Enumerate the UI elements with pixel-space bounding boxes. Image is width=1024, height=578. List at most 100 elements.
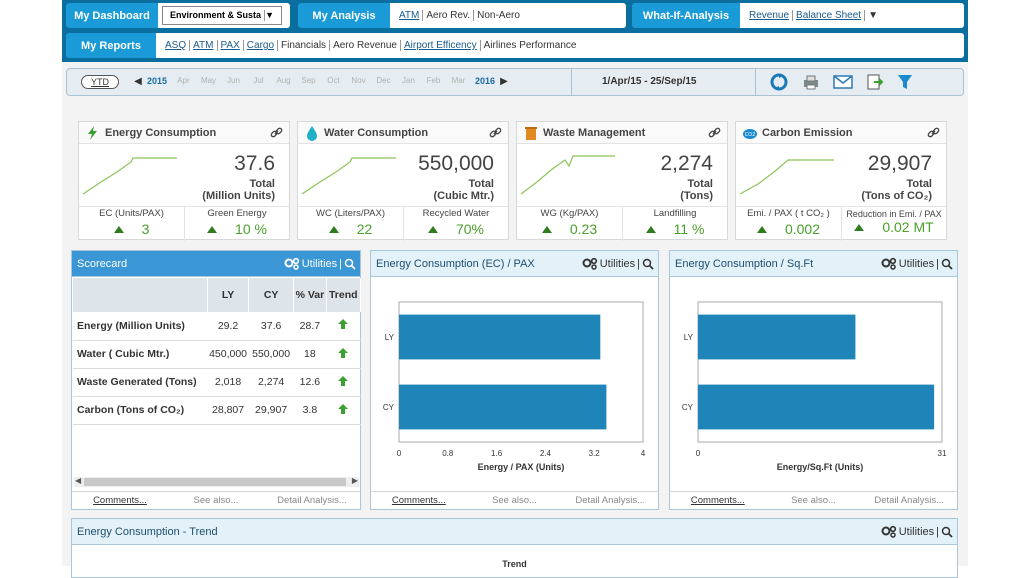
dashboard-select[interactable]: Environment & Susta ▼ <box>162 6 282 25</box>
analysis-link-aero-rev[interactable]: Aero Rev. <box>423 10 475 21</box>
report-link-asq[interactable]: ASQ <box>162 40 191 51</box>
detail-analysis-link[interactable]: Detail Analysis... <box>874 495 945 506</box>
month-mar[interactable]: Mar <box>451 76 466 85</box>
row-cy: 29,907 <box>248 396 294 425</box>
see-also-link[interactable]: See also... <box>791 495 836 506</box>
link-icon[interactable] <box>708 126 721 139</box>
sparkline <box>301 157 396 195</box>
kpi-sub-label: Total <box>906 178 932 190</box>
row-trend <box>326 340 361 369</box>
kpi-metric-2: Recycled Water 70% <box>403 207 508 241</box>
column-header-var: % Var <box>293 278 327 312</box>
see-also-link[interactable]: See also... <box>492 495 537 506</box>
month-oct[interactable]: Oct <box>327 76 340 85</box>
month-jun[interactable]: Jun <box>227 76 240 85</box>
end-year[interactable]: 2016 <box>474 76 496 86</box>
comments-link[interactable]: Comments... <box>391 495 446 506</box>
row-ly: 2,018 <box>207 368 249 397</box>
report-link-cargo[interactable]: Cargo <box>244 40 279 51</box>
up-triangle-icon <box>854 224 865 231</box>
scrollbar-thumb[interactable] <box>84 478 346 486</box>
month-sep[interactable]: Sep <box>301 76 316 85</box>
print-icon[interactable] <box>801 73 821 91</box>
scroll-right-arrow[interactable]: ▶ <box>351 476 358 485</box>
kpi-title: Waste Management <box>543 127 646 139</box>
link-icon[interactable] <box>927 126 940 139</box>
my-reports-button[interactable]: My Reports <box>66 33 156 58</box>
month-jan[interactable]: Jan <box>402 76 415 85</box>
utilities-label[interactable]: Utilities <box>898 257 935 270</box>
row-name: Energy (Million Units) <box>73 312 208 341</box>
month-nov[interactable]: Nov <box>351 76 366 85</box>
utilities-menu[interactable]: Utilities | <box>582 257 654 270</box>
chevron-down-icon: ▼ <box>265 10 274 20</box>
up-triangle-icon <box>207 226 218 233</box>
zoom-icon[interactable] <box>941 258 953 270</box>
detail-analysis-link[interactable]: Detail Analysis... <box>575 495 646 506</box>
report-link-airlines-performance[interactable]: Airlines Performance <box>483 40 577 51</box>
analysis-link-non-aero[interactable]: Non-Aero <box>477 10 520 21</box>
metric-label: EC (Units/PAX) <box>99 208 164 219</box>
my-analysis-button[interactable]: My Analysis <box>298 3 390 28</box>
kpi-footer: Emi. / PAX ( t CO₂ ) 0.002 Reduction in … <box>736 206 946 241</box>
utilities-menu[interactable]: Utilities | <box>284 257 356 270</box>
see-also-link[interactable]: See also... <box>193 495 239 506</box>
scorecard-panel: Scorecard Utilities | LY CY % Var Trend … <box>71 250 362 510</box>
utilities-menu[interactable]: Utilities | <box>881 525 953 538</box>
utilities-label[interactable]: Utilities <box>599 257 636 270</box>
zoom-icon[interactable] <box>344 258 356 270</box>
month-may[interactable]: May <box>200 76 217 85</box>
report-link-atm[interactable]: ATM <box>190 40 218 51</box>
email-icon[interactable] <box>833 73 853 91</box>
scroll-left-arrow[interactable]: ◀ <box>75 476 82 485</box>
refresh-icon[interactable] <box>769 73 789 91</box>
link-icon[interactable] <box>270 126 283 139</box>
filter-icon[interactable] <box>895 73 915 91</box>
kpi-title: Water Consumption <box>324 127 429 139</box>
kpi-unit-label: (Cubic Mtr.) <box>433 190 495 202</box>
metric-value: 70% <box>404 221 508 237</box>
prev-year-arrow[interactable]: ◀ <box>134 76 142 87</box>
horizontal-scrollbar[interactable]: ◀ ▶ <box>74 476 359 487</box>
row-cy: 37.6 <box>248 312 294 341</box>
dashboard-page: My Dashboard Environment & Susta ▼ My An… <box>62 0 968 578</box>
zoom-icon[interactable] <box>941 526 953 538</box>
my-dashboard-button[interactable]: My Dashboard <box>66 3 158 28</box>
report-link-airport-efficency[interactable]: Airport Efficency <box>401 40 481 51</box>
ytd-button[interactable]: YTD <box>81 75 119 89</box>
utilities-menu[interactable]: Utilities | <box>881 257 953 270</box>
date-range-label: 1/Apr/15 - 25/Sep/15 <box>602 76 697 87</box>
metric-label: Landfilling <box>653 208 697 219</box>
whatif-link-balance-sheet[interactable]: Balance Sheet <box>793 10 866 21</box>
table-row: Waste Generated (Tons) 2,018 2,274 12.6 <box>73 368 361 397</box>
utilities-label[interactable]: Utilities <box>898 525 935 538</box>
export-icon[interactable] <box>865 73 885 91</box>
x-tick-label: 0 <box>397 449 402 458</box>
panel-title: Energy Consumption / Sq.Ft <box>675 258 814 270</box>
utilities-label[interactable]: Utilities <box>301 257 338 270</box>
sparkline <box>520 155 615 195</box>
month-dec[interactable]: Dec <box>376 76 391 85</box>
month-aug[interactable]: Aug <box>276 76 291 85</box>
next-year-arrow[interactable]: ▶ <box>500 76 508 87</box>
up-triangle-icon <box>328 226 339 233</box>
start-year[interactable]: 2015 <box>146 76 168 86</box>
whatif-link-revenue[interactable]: Revenue <box>746 10 794 21</box>
whatif-more-dropdown[interactable]: ▼ <box>868 10 878 21</box>
kpi-metric-1: Emi. / PAX ( t CO₂ ) 0.002 <box>736 207 841 241</box>
detail-analysis-link[interactable]: Detail Analysis... <box>277 495 347 506</box>
month-feb[interactable]: Feb <box>426 76 441 85</box>
comments-link[interactable]: Comments... <box>93 495 147 506</box>
month-jul[interactable]: Jul <box>253 76 264 85</box>
what-if-analysis-button[interactable]: What-If-Analysis <box>632 3 740 28</box>
report-link-financials[interactable]: Financials <box>278 40 331 51</box>
analysis-link-atm[interactable]: ATM <box>396 10 424 21</box>
zoom-icon[interactable] <box>642 258 654 270</box>
ec-sqft-panel: Energy Consumption / Sq.Ft Utilities | L… <box>669 250 958 510</box>
link-icon[interactable] <box>489 126 502 139</box>
report-link-aero-revenue[interactable]: Aero Revenue <box>330 40 401 51</box>
comments-link[interactable]: Comments... <box>690 495 745 506</box>
month-slider[interactable]: ◀ 2015 Apr May Jun Jul Aug Sep Oct Nov D… <box>133 76 509 87</box>
month-apr[interactable]: Apr <box>177 76 190 85</box>
report-link-pax[interactable]: PAX <box>218 40 244 51</box>
